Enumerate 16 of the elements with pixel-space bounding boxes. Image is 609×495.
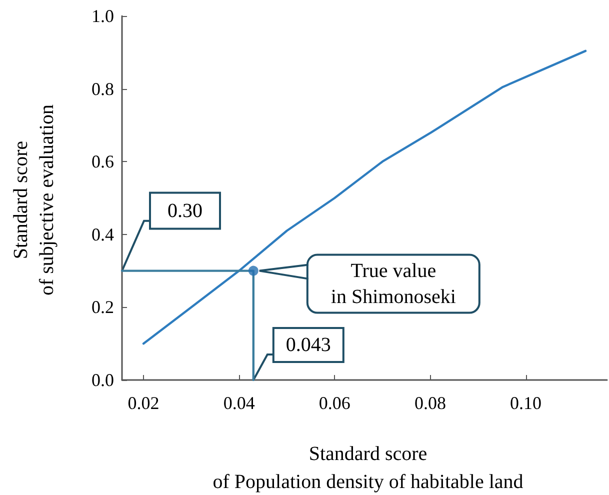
x-tick-label: 0.02 <box>128 393 160 413</box>
y-tick-label: 0.4 <box>92 224 114 244</box>
y-tick-label: 0.6 <box>92 152 114 172</box>
y-tick-label: 0.8 <box>92 78 114 99</box>
y-tick-label: 0.2 <box>92 297 114 318</box>
x-tick-label: 0.10 <box>510 393 542 413</box>
y-tick-label: 0.0 <box>92 370 114 390</box>
annotation: 0.043 <box>286 334 331 356</box>
x-axis-title: Standard score of Population density of habitable land <box>212 443 524 493</box>
annotation: True value in Shimonoseki <box>330 260 456 308</box>
y-tick-label: 1.0 <box>92 6 114 26</box>
x-tick-label: 0.08 <box>414 393 446 413</box>
y-axis-title: Standard score of subjective evaluation <box>10 104 58 296</box>
x-tick-label: 0.06 <box>318 393 350 413</box>
annotation: 0.30 <box>168 200 202 222</box>
x-tick-label: 0.04 <box>223 393 255 413</box>
